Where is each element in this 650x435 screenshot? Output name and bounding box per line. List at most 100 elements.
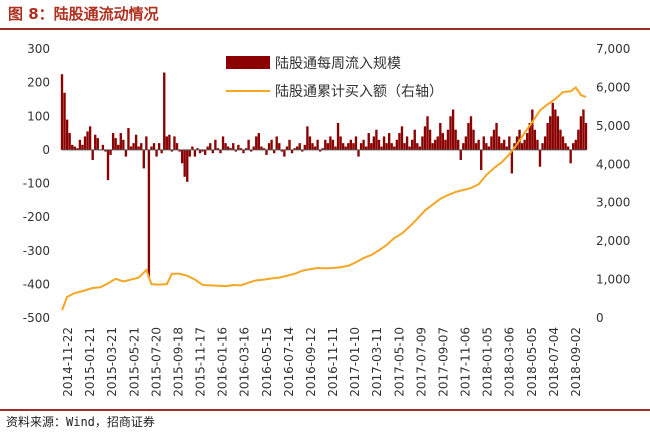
legend-line-label: 陆股通累计买入额（右轴） [275,84,443,100]
inflow-bar [283,149,286,157]
inflow-bar [198,149,202,154]
inflow-bar [549,116,552,150]
inflow-bar [290,149,294,154]
inflow-bar [134,134,138,150]
inflow-bar [556,116,560,150]
x-tick-label: 2016-09-12 [304,327,318,397]
inflow-bar [561,136,565,150]
inflow-bar [538,149,542,167]
inflow-bar [242,149,245,154]
inflow-bar [168,134,171,150]
inflow-bar [339,136,342,150]
inflow-bar [280,149,283,152]
inflow-bar [329,136,332,150]
inflow-bar [584,122,588,150]
inflow-bar [81,144,84,150]
inflow-bar [137,146,140,150]
inflow-bar [260,146,263,150]
inflow-bar [370,143,373,150]
inflow-bar [275,136,278,150]
inflow-bar [257,133,260,150]
inflow-bar [94,134,97,150]
inflow-bar [203,149,207,155]
inflow-bar [500,143,503,150]
x-tick-label: 2015-07-20 [149,327,163,397]
right-tick-label: 7,000 [596,42,630,56]
inflow-bar [224,143,227,150]
inflow-bar [183,149,186,177]
inflow-bar [68,133,71,150]
inflow-bar [436,136,439,150]
right-tick-label: 0 [596,311,604,325]
inflow-bar [520,143,524,150]
inflow-bar [180,149,184,164]
inflow-bar [380,146,383,150]
inflow-bar [142,149,145,169]
inflow-bar [65,119,69,150]
inflow-bar [249,149,253,152]
inflow-bar [237,144,240,150]
inflow-bar [536,139,539,150]
inflow-bar [308,136,312,150]
legend-bar-swatch [226,56,270,69]
x-tick-label: 2015-05-21 [127,327,141,397]
inflow-bar [528,122,531,150]
inflow-bar [321,148,324,150]
inflow-bar [352,143,355,150]
inflow-bar [559,129,562,150]
inflow-bar [431,143,434,150]
inflow-bar [132,143,135,150]
right-tick-label: 2,000 [596,234,630,248]
inflow-bar [574,139,577,150]
inflow-bar [163,72,166,150]
inflow-bar [140,143,143,150]
inflow-bar [145,136,148,150]
source-divider [0,409,650,411]
x-tick-label: 2017-07-09 [414,327,428,397]
inflow-bar [104,149,107,152]
inflow-bar [472,129,475,150]
inflow-bar [155,149,158,157]
inflow-bar [178,149,181,152]
inflow-bar [454,129,457,150]
inflow-bar [88,126,92,150]
x-tick-label: 2015-11-17 [194,327,208,397]
flow-chart: 300 200 100 0 -100 -200 -300 -400 -500 7,000 6,00… [23,42,631,397]
inflow-bar [270,139,273,150]
inflow-bar [439,122,442,150]
inflow-bar [111,133,115,150]
inflow-bar [411,139,414,150]
title-divider [0,28,650,30]
inflow-bar [400,126,404,150]
inflow-bar [464,136,468,150]
inflow-bar [216,148,220,150]
x-tick-label: 2018-01-05 [481,327,495,397]
inflow-bar [523,139,526,150]
inflow-bar [390,143,393,150]
inflow-bar [226,146,230,150]
inflow-bar [73,146,76,150]
inflow-bar [416,143,419,150]
x-tick-label: 2016-01-16 [216,327,230,397]
inflow-bar [83,136,87,150]
inflow-bar [349,139,353,150]
inflow-bar [492,129,496,150]
inflow-bar [362,139,365,150]
inflow-bar [78,139,82,150]
inflow-bar [114,138,117,150]
inflow-bar [201,149,204,152]
inflow-bar [395,139,399,150]
inflow-bar [147,149,151,278]
inflow-bar [278,143,281,150]
inflow-bar [186,149,189,182]
x-tick-label: 2015-03-21 [105,327,119,397]
inflow-bar [221,136,225,150]
inflow-bar [403,143,406,150]
inflow-bar [531,109,534,150]
x-tick-label: 2017-09-07 [436,327,450,397]
inflow-bar [262,148,266,150]
inflow-bar [577,129,580,150]
inflow-bar [191,146,194,150]
inflow-bar [487,146,491,150]
inflow-bar [265,149,268,155]
